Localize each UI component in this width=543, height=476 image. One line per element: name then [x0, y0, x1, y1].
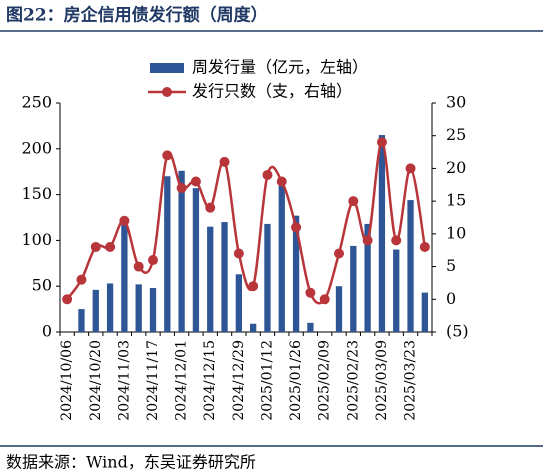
y2-tick-label: 25 [446, 125, 466, 144]
bar [307, 322, 314, 332]
y-tick-label: 50 [32, 276, 52, 295]
line-marker [119, 215, 130, 226]
line-marker [405, 163, 416, 174]
y-tick-label: 250 [21, 93, 52, 112]
line-marker [133, 261, 144, 272]
bar [250, 323, 257, 332]
y2-tick-label: (5) [446, 322, 469, 341]
y2-tick-label: 30 [446, 93, 466, 112]
bar [264, 223, 271, 332]
bar [407, 200, 414, 332]
x-tick-label: 2024/12/29 [231, 340, 247, 421]
bar [178, 170, 185, 332]
x-tick-label: 2025/03/23 [403, 340, 419, 421]
y2-tick-label: 10 [446, 223, 466, 242]
legend-marker [162, 87, 172, 97]
bar [292, 215, 300, 332]
line-marker [334, 248, 344, 259]
line-marker [419, 241, 430, 252]
x-tick-label: 2024/11/03 [116, 340, 132, 421]
line-marker [205, 202, 216, 213]
y2-tick-label: 15 [446, 191, 466, 210]
bar [350, 245, 357, 332]
bar [278, 185, 285, 332]
bar [221, 222, 228, 332]
line-marker [305, 287, 316, 298]
line-marker [76, 274, 87, 285]
bar [149, 288, 157, 332]
line-marker [176, 183, 187, 194]
line-marker [233, 248, 244, 259]
bar [235, 274, 242, 332]
bar [164, 176, 171, 332]
line-marker [376, 137, 387, 148]
x-tick-label: 2025/01/26 [288, 340, 304, 421]
line-marker [262, 169, 273, 180]
x-tick-label: 2024/10/06 [59, 340, 75, 421]
line-marker [291, 222, 302, 233]
line-marker [319, 294, 330, 305]
y-tick-label: 0 [42, 322, 52, 341]
source: 数据来源：Wind，东吴证券研究所 [6, 453, 256, 472]
y2-tick-label: 5 [446, 256, 456, 275]
x-tick-label: 2025/03/09 [374, 340, 390, 421]
x-tick-label: 2024/11/17 [145, 340, 161, 421]
line-marker [148, 255, 158, 266]
line-marker [362, 235, 373, 246]
bar [393, 249, 400, 332]
bar [192, 188, 200, 332]
legend-label: 周发行量（亿元，左轴） [192, 58, 368, 77]
legend-label: 发行只数（支，右轴） [192, 82, 352, 101]
line-marker [276, 176, 287, 187]
y-tick-label: 100 [21, 230, 52, 249]
x-tick-label: 2025/02/23 [345, 340, 361, 421]
bar [92, 289, 99, 332]
legend-swatch [150, 63, 184, 73]
y2-tick-label: 0 [446, 289, 456, 308]
bar [135, 284, 142, 332]
x-tick-label: 2025/02/09 [317, 340, 333, 421]
x-tick-label: 2024/12/15 [202, 340, 218, 421]
bar [335, 286, 343, 332]
line-marker [248, 281, 259, 292]
line-marker [348, 196, 359, 207]
bar [121, 222, 128, 332]
x-tick-label: 2025/01/12 [259, 340, 275, 421]
line-marker [391, 235, 402, 246]
line-marker [190, 176, 201, 187]
bar [421, 292, 428, 332]
bar [207, 226, 214, 332]
y2-tick-label: 20 [446, 158, 466, 177]
chart-title: 图22：房企信用债发行额（周度） [6, 5, 268, 26]
bar [106, 283, 114, 332]
line-marker [62, 294, 73, 305]
bar [378, 135, 386, 332]
y-tick-label: 200 [21, 138, 52, 157]
x-tick-label: 2024/10/20 [88, 340, 104, 421]
bar [364, 223, 371, 332]
line-marker [162, 150, 173, 161]
x-tick-label: 2024/12/01 [174, 340, 190, 421]
line-marker [219, 156, 230, 167]
line-marker [105, 241, 116, 252]
y-tick-label: 150 [21, 184, 52, 203]
line-marker [90, 241, 101, 252]
bar [78, 309, 85, 332]
